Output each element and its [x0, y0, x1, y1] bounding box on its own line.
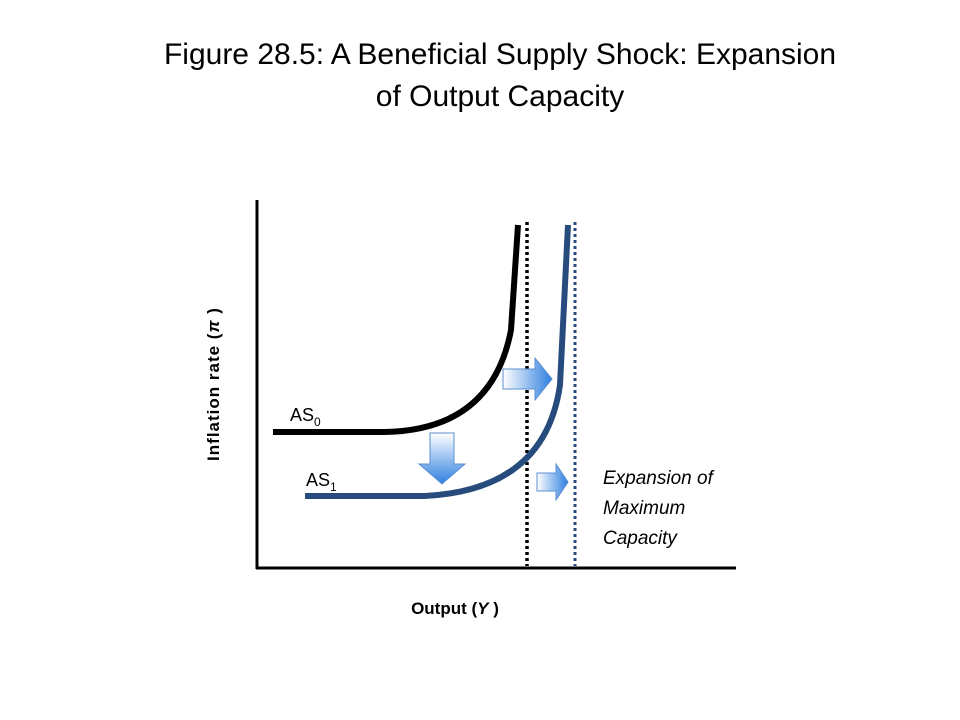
curve-label: AS1: [306, 470, 337, 494]
as1-curve: [305, 224, 571, 499]
annotation-line: Maximum: [603, 498, 685, 519]
y-axis-label: Inflation rate (π ): [204, 307, 223, 461]
as0-curve: [273, 224, 521, 435]
title-line: Figure 28.5: A Beneficial Supply Shock: …: [164, 38, 836, 71]
annotation-line: Capacity: [603, 528, 678, 549]
title-line: of Output Capacity: [376, 80, 624, 113]
curve-label: AS0: [290, 405, 321, 429]
shift-arrow: [536, 462, 569, 502]
x-axis-label: Output (Y ): [411, 599, 499, 618]
annotation-line: Expansion of: [603, 468, 715, 489]
shift-arrow: [417, 432, 467, 485]
shift-arrow: [502, 356, 553, 402]
